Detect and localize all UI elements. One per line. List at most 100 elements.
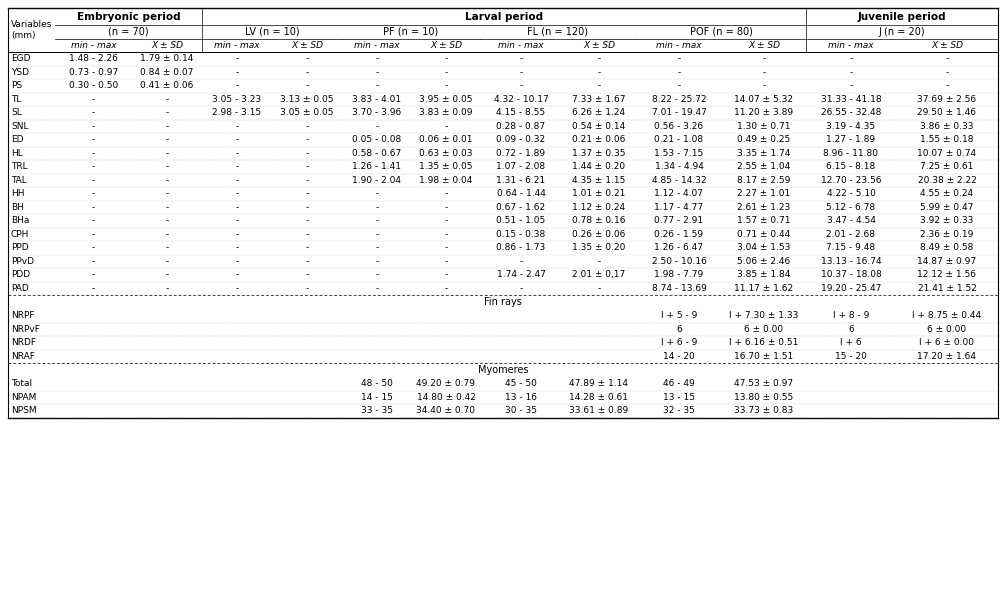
Text: 3.86 ± 0.33: 3.86 ± 0.33 bbox=[920, 122, 974, 131]
Text: 8.49 ± 0.58: 8.49 ± 0.58 bbox=[920, 243, 974, 252]
Text: -: - bbox=[306, 136, 309, 144]
Text: -: - bbox=[165, 136, 169, 144]
Text: -: - bbox=[165, 176, 169, 185]
Text: X ± SD: X ± SD bbox=[748, 41, 780, 50]
Text: -: - bbox=[375, 270, 378, 279]
Text: 2.55 ± 1.04: 2.55 ± 1.04 bbox=[737, 162, 791, 171]
Text: min - max: min - max bbox=[70, 41, 117, 50]
Text: min - max: min - max bbox=[354, 41, 399, 50]
Text: 0.21 - 1.08: 0.21 - 1.08 bbox=[655, 136, 703, 144]
Text: -: - bbox=[92, 203, 96, 212]
Text: -: - bbox=[519, 68, 523, 77]
Text: -: - bbox=[235, 230, 238, 239]
Text: 1.37 ± 0.35: 1.37 ± 0.35 bbox=[572, 148, 626, 158]
Text: (n = 70): (n = 70) bbox=[109, 27, 149, 37]
Text: 0.26 ± 0.06: 0.26 ± 0.06 bbox=[572, 230, 626, 239]
Text: 21.41 ± 1.52: 21.41 ± 1.52 bbox=[917, 284, 977, 293]
Text: -: - bbox=[92, 162, 96, 171]
Text: -: - bbox=[849, 54, 853, 63]
Text: -: - bbox=[306, 216, 309, 225]
Text: BH: BH bbox=[11, 203, 24, 212]
Text: 0.28 - 0.87: 0.28 - 0.87 bbox=[496, 122, 545, 131]
Text: 13 - 15: 13 - 15 bbox=[663, 393, 695, 402]
Text: 1.12 - 4.07: 1.12 - 4.07 bbox=[655, 189, 703, 198]
Text: -: - bbox=[165, 95, 169, 103]
Text: NRDF: NRDF bbox=[11, 338, 36, 347]
Text: 0.54 ± 0.14: 0.54 ± 0.14 bbox=[572, 122, 626, 131]
Text: 7.25 ± 0.61: 7.25 ± 0.61 bbox=[920, 162, 974, 171]
Text: -: - bbox=[946, 81, 949, 91]
Text: 16.70 ± 1.51: 16.70 ± 1.51 bbox=[734, 352, 794, 361]
Text: PDD: PDD bbox=[11, 270, 30, 279]
Text: SL: SL bbox=[11, 108, 22, 117]
Text: 2.01 - 2.68: 2.01 - 2.68 bbox=[827, 230, 875, 239]
Text: 2.01 ± 0,17: 2.01 ± 0,17 bbox=[572, 270, 626, 279]
Text: 4.55 ± 0.24: 4.55 ± 0.24 bbox=[920, 189, 974, 198]
Text: -: - bbox=[235, 122, 238, 131]
Text: -: - bbox=[165, 162, 169, 171]
Text: 26.55 - 32.48: 26.55 - 32.48 bbox=[821, 108, 881, 117]
Text: FL (n = 120): FL (n = 120) bbox=[527, 27, 589, 37]
Text: 4.22 - 5.10: 4.22 - 5.10 bbox=[827, 189, 875, 198]
Text: I + 5 - 9: I + 5 - 9 bbox=[661, 311, 697, 320]
Text: -: - bbox=[235, 148, 238, 158]
Text: 10.07 ± 0.74: 10.07 ± 0.74 bbox=[917, 148, 977, 158]
Text: PS: PS bbox=[11, 81, 22, 91]
Text: -: - bbox=[375, 54, 378, 63]
Text: 48 - 50: 48 - 50 bbox=[361, 379, 393, 388]
Text: 0.73 - 0.97: 0.73 - 0.97 bbox=[68, 68, 118, 77]
Text: -: - bbox=[165, 243, 169, 252]
Text: 29.50 ± 1.46: 29.50 ± 1.46 bbox=[917, 108, 977, 117]
Text: -: - bbox=[306, 230, 309, 239]
Text: min - max: min - max bbox=[828, 41, 874, 50]
Text: -: - bbox=[165, 203, 169, 212]
Text: 37.69 ± 2.56: 37.69 ± 2.56 bbox=[917, 95, 977, 103]
Text: 1.74 - 2.47: 1.74 - 2.47 bbox=[497, 270, 545, 279]
Text: -: - bbox=[677, 68, 681, 77]
Text: I + 6.16 ± 0.51: I + 6.16 ± 0.51 bbox=[729, 338, 799, 347]
Text: 45 - 50: 45 - 50 bbox=[505, 379, 537, 388]
Text: 0.86 - 1.73: 0.86 - 1.73 bbox=[496, 243, 545, 252]
Text: -: - bbox=[445, 203, 448, 212]
Text: min - max: min - max bbox=[498, 41, 544, 50]
Text: 33 - 35: 33 - 35 bbox=[361, 406, 393, 415]
Text: 31.33 - 41.18: 31.33 - 41.18 bbox=[821, 95, 881, 103]
Text: 1.44 ± 0.20: 1.44 ± 0.20 bbox=[572, 162, 626, 171]
Text: 12.12 ± 1.56: 12.12 ± 1.56 bbox=[917, 270, 977, 279]
Text: -: - bbox=[519, 81, 523, 91]
Text: -: - bbox=[306, 270, 309, 279]
Text: TL: TL bbox=[11, 95, 21, 103]
Text: 46 - 49: 46 - 49 bbox=[663, 379, 695, 388]
Text: I + 6 - 9: I + 6 - 9 bbox=[661, 338, 697, 347]
Text: 3.19 - 4.35: 3.19 - 4.35 bbox=[827, 122, 875, 131]
Text: -: - bbox=[235, 81, 238, 91]
Text: 13.13 - 16.74: 13.13 - 16.74 bbox=[821, 257, 881, 265]
Text: -: - bbox=[445, 189, 448, 198]
Text: 1.26 - 6.47: 1.26 - 6.47 bbox=[655, 243, 703, 252]
Text: 49.20 ± 0.79: 49.20 ± 0.79 bbox=[416, 379, 476, 388]
Text: 1.17 - 4.77: 1.17 - 4.77 bbox=[655, 203, 703, 212]
Text: -: - bbox=[445, 284, 448, 293]
Text: -: - bbox=[165, 122, 169, 131]
Text: 5.12 - 6.78: 5.12 - 6.78 bbox=[827, 203, 875, 212]
Text: I + 8.75 ± 0.44: I + 8.75 ± 0.44 bbox=[912, 311, 982, 320]
Text: PPvD: PPvD bbox=[11, 257, 34, 265]
Text: -: - bbox=[92, 148, 96, 158]
Text: 7.15 - 9.48: 7.15 - 9.48 bbox=[827, 243, 875, 252]
Text: 3.83 ± 0.09: 3.83 ± 0.09 bbox=[420, 108, 473, 117]
Text: LV (n = 10): LV (n = 10) bbox=[244, 27, 300, 37]
Text: -: - bbox=[235, 54, 238, 63]
Text: NPAM: NPAM bbox=[11, 393, 36, 402]
Text: 2.98 - 3.15: 2.98 - 3.15 bbox=[212, 108, 262, 117]
Text: X ± SD: X ± SD bbox=[583, 41, 615, 50]
Text: 1.31 - 6.21: 1.31 - 6.21 bbox=[496, 176, 545, 185]
Text: -: - bbox=[763, 68, 766, 77]
Text: PPD: PPD bbox=[11, 243, 28, 252]
Text: -: - bbox=[598, 257, 601, 265]
Text: 4.15 - 8.55: 4.15 - 8.55 bbox=[496, 108, 545, 117]
Text: 1.27 - 1.89: 1.27 - 1.89 bbox=[827, 136, 875, 144]
Text: X ± SD: X ± SD bbox=[430, 41, 462, 50]
Text: 0.58 - 0.67: 0.58 - 0.67 bbox=[352, 148, 401, 158]
Text: -: - bbox=[306, 54, 309, 63]
Text: -: - bbox=[306, 162, 309, 171]
